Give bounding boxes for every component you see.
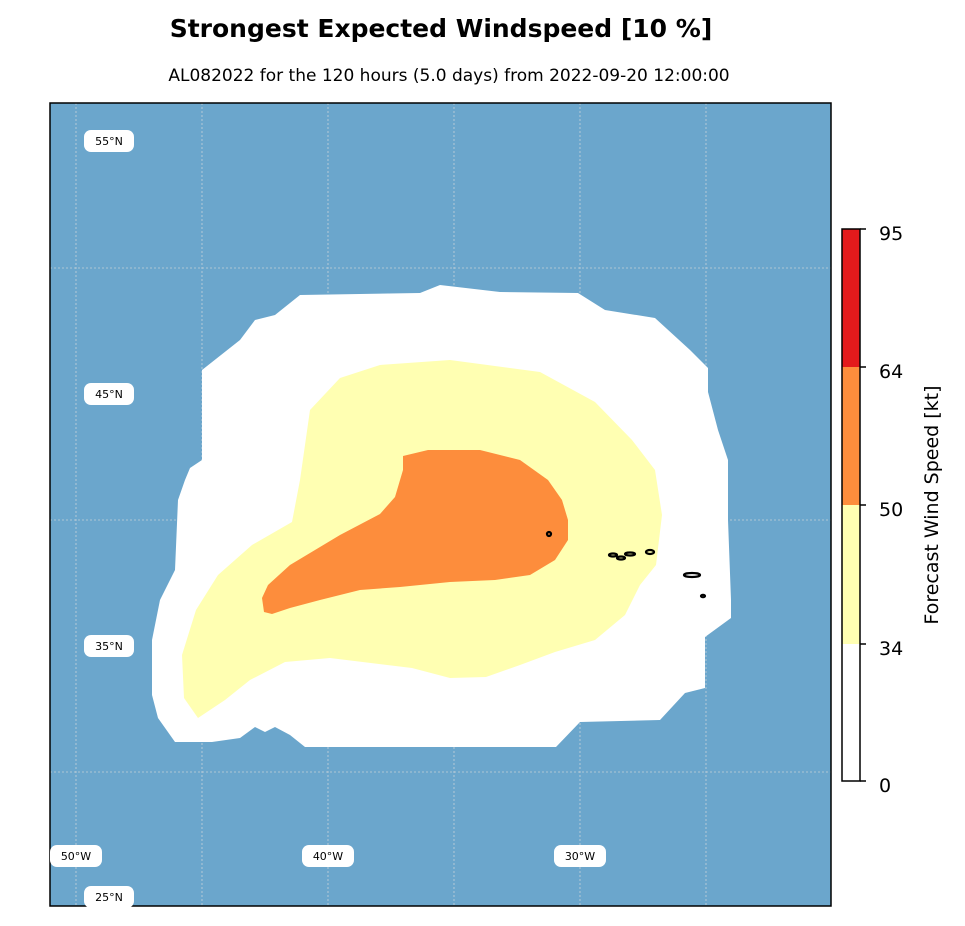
lon-label-50w: 50°W — [61, 850, 91, 863]
colorbar-band-0-34 — [842, 644, 860, 781]
lon-label-30w: 30°W — [565, 850, 595, 863]
chart-title: Strongest Expected Windspeed [10 %] — [169, 14, 713, 43]
map-frame — [49, 102, 832, 907]
island-outline — [644, 548, 656, 556]
island-outline — [699, 593, 707, 599]
colorbar-band-50-64 — [842, 367, 860, 505]
colorbar-band-34-50 — [842, 505, 860, 644]
lon-label-bg — [554, 845, 606, 867]
lat-label-bg — [84, 383, 134, 405]
colorbar-tick-0: 0 — [879, 775, 891, 797]
colorbar-tick-95: 95 — [879, 223, 903, 245]
island-outline — [615, 555, 627, 561]
island-outline — [607, 552, 619, 558]
lon-labels: 50°W 40°W 30°W — [50, 845, 606, 867]
colorbar-title: Forecast Wind Speed [kt] — [921, 385, 943, 624]
lon-label-bg — [50, 845, 102, 867]
lat-label-55n: 55°N — [95, 135, 123, 148]
colorbar-tick-64: 64 — [879, 361, 903, 383]
lat-label-35n: 35°N — [95, 640, 123, 653]
colorbar-band-64-95 — [842, 229, 860, 367]
island-outlines — [545, 530, 707, 599]
wind-zone-50-64kt — [262, 450, 568, 614]
colorbar-tick-marks — [860, 228, 866, 782]
colorbar-tick-50: 50 — [879, 499, 903, 521]
island-outline — [682, 571, 702, 579]
lon-label-bg — [302, 845, 354, 867]
lat-label-25n: 25°N — [95, 891, 123, 904]
colorbar: 0 34 50 64 95 Forecast Wind Speed [kt] — [841, 223, 943, 797]
lat-label-bg — [84, 886, 134, 908]
lon-label-40w: 40°W — [313, 850, 343, 863]
colorbar-tick-34: 34 — [879, 638, 903, 660]
lat-labels: 55°N 45°N 35°N 25°N — [84, 130, 134, 908]
lat-label-bg — [84, 130, 134, 152]
island-outline — [545, 530, 553, 538]
island-outline — [623, 551, 637, 557]
lat-label-bg — [84, 635, 134, 657]
lat-label-45n: 45°N — [95, 388, 123, 401]
chart-subtitle: AL082022 for the 120 hours (5.0 days) fr… — [168, 66, 730, 86]
